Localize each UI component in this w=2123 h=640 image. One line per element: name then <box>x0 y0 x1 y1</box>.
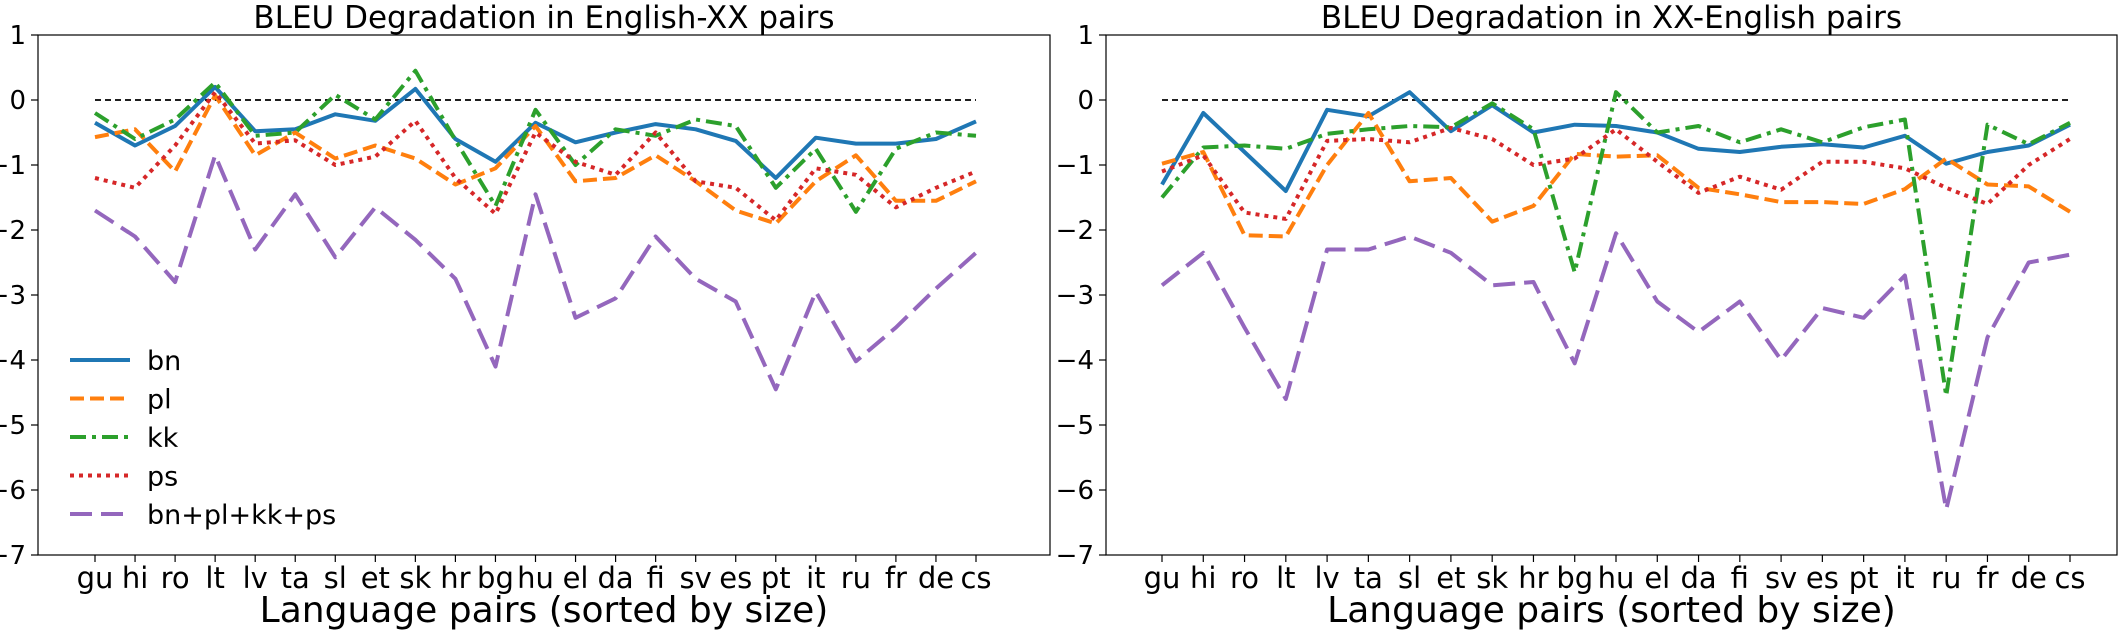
y-tick-label: −2 <box>0 216 26 246</box>
chart-title: BLEU Degradation in English-XX pairs <box>253 0 834 36</box>
series-line-bn <box>1162 92 2070 191</box>
y-tick-label: 0 <box>1077 86 1094 116</box>
plot-frame <box>1106 35 2117 555</box>
x-tick-label: ro <box>161 561 190 595</box>
x-tick-label: gu <box>1144 561 1181 595</box>
chart-panel-1: 10−1−2−3−4−5−6−7guhiroltlvtasletskhrbghu… <box>0 0 1050 631</box>
series-line-kk <box>1162 92 2070 396</box>
x-tick-label: ro <box>1230 561 1259 595</box>
x-tick-label: de <box>918 561 954 595</box>
x-tick-label: hi <box>122 561 148 595</box>
x-tick-label: ru <box>841 561 871 595</box>
x-tick-label: lt <box>205 561 224 595</box>
y-tick-label: −3 <box>0 281 26 311</box>
y-tick-label: −1 <box>1056 151 1094 181</box>
x-tick-label: hi <box>1190 561 1216 595</box>
chart-title: BLEU Degradation in XX-English pairs <box>1321 0 1902 36</box>
series-line-bn+pl+kk+ps <box>1162 233 2070 509</box>
series-line-ps <box>1162 128 2070 219</box>
y-tick-label: 0 <box>9 86 26 116</box>
legend-label-ps: ps <box>147 462 178 493</box>
legend-label-bn+pl+kk+ps: bn+pl+kk+ps <box>147 500 336 531</box>
y-tick-label: 1 <box>9 21 26 51</box>
y-tick-label: −4 <box>0 346 26 376</box>
series-line-bn+pl+kk+ps <box>95 155 976 389</box>
legend: bn pl kk ps bn+pl+kk+ps <box>70 346 336 531</box>
y-tick-label: −7 <box>0 541 26 571</box>
y-tick-label: −6 <box>0 476 26 506</box>
y-tick-label: −4 <box>1056 346 1094 376</box>
x-axis-label: Language pairs (sorted by size) <box>1327 590 1896 631</box>
x-tick-label: de <box>2011 561 2047 595</box>
x-tick-label: ru <box>1931 561 1961 595</box>
y-tick-label: −6 <box>1056 476 1094 506</box>
x-tick-label: lt <box>1276 561 1295 595</box>
y-tick-label: −5 <box>0 411 26 441</box>
x-tick-label: it <box>1895 561 1914 595</box>
y-tick-label: −3 <box>1056 281 1094 311</box>
y-tick-label: −2 <box>1056 216 1094 246</box>
legend-label-pl: pl <box>147 385 172 416</box>
x-tick-label: fr <box>885 561 907 595</box>
x-tick-label: cs <box>960 561 991 595</box>
y-tick-label: −5 <box>1056 411 1094 441</box>
x-axis-label: Language pairs (sorted by size) <box>260 590 829 631</box>
legend-label-bn: bn <box>147 346 181 377</box>
y-tick-label: −7 <box>1056 541 1094 571</box>
x-tick-label: gu <box>77 561 114 595</box>
legend-label-kk: kk <box>147 423 179 454</box>
series-line-pl <box>1162 113 2070 237</box>
y-tick-label: −1 <box>0 151 26 181</box>
y-tick-label: 1 <box>1077 21 1094 51</box>
x-tick-label: fr <box>1976 561 1998 595</box>
x-tick-label: cs <box>2054 561 2085 595</box>
